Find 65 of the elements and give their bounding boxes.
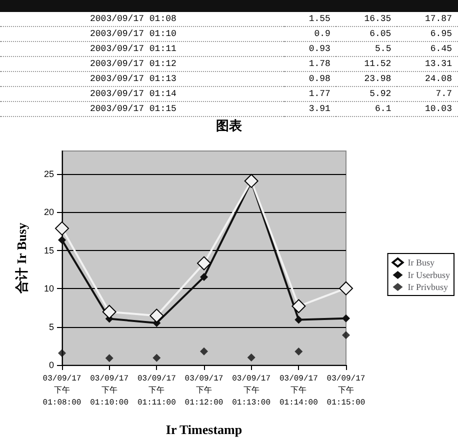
text: 6.1 <box>336 102 398 116</box>
text: 16.35 <box>336 12 398 26</box>
point <box>294 347 303 356</box>
text: 1.77 <box>284 86 336 102</box>
text: 2003/09/17 01:14 <box>0 86 284 102</box>
point <box>58 349 66 358</box>
text: 0.9 <box>284 26 336 42</box>
x-tick-label: 03/09/17 下午 01:13:00 <box>232 374 271 408</box>
text: 2003/09/17 01:13 <box>0 72 284 86</box>
legend-label: Ir Userbusy <box>408 270 450 280</box>
point <box>342 331 350 340</box>
point <box>244 174 258 188</box>
y-axis-title: 合计 Ir Busy <box>14 222 29 294</box>
legend-label: Ir Privbusy <box>408 282 449 292</box>
x-tick-label: 03/09/17 下午 01:15:00 <box>326 374 366 408</box>
y-tick-label: 25 <box>44 168 54 179</box>
y-tick-label: 20 <box>44 207 54 218</box>
point <box>200 347 208 356</box>
text: 7.7 <box>397 86 458 102</box>
point <box>105 354 114 362</box>
point <box>294 316 303 324</box>
text: 2003/09/17 01:12 <box>0 56 284 72</box>
text: 1.55 <box>284 12 336 26</box>
text: 11.52 <box>336 56 398 72</box>
x-tick-label: 03/09/17 下午 01:14:00 <box>279 374 318 408</box>
point <box>200 272 208 281</box>
chart-title: 图表 <box>216 118 243 133</box>
text: 3.91 <box>284 102 336 116</box>
text: 5.5 <box>336 42 398 56</box>
text: 6.95 <box>397 26 458 42</box>
point <box>152 354 161 362</box>
text: 6.05 <box>336 26 398 42</box>
point <box>342 314 350 322</box>
text: 24.08 <box>397 72 458 86</box>
text: 2003/09/17 01:08 <box>0 12 284 26</box>
point <box>197 256 211 270</box>
point <box>55 221 69 236</box>
point <box>247 354 256 362</box>
y-tick-label: 0 <box>48 360 54 370</box>
text: 0.93 <box>284 42 336 56</box>
x-tick-label: 03/09/17 下午 01:10:00 <box>90 374 129 408</box>
text: 2003/09/17 01:10 <box>0 26 284 42</box>
y-tick-label: 15 <box>44 245 54 256</box>
text: 1.78 <box>284 56 336 72</box>
x-axis-title: Ir Timestamp <box>166 422 242 437</box>
text: 10.03 <box>397 102 458 116</box>
text: 17.87 <box>397 12 458 26</box>
text: 6.45 <box>397 42 458 56</box>
legend-label: Ir Busy <box>408 258 436 268</box>
y-tick-label: 5 <box>48 322 54 332</box>
text: 2003/09/17 01:11 <box>0 42 284 56</box>
text: 13.31 <box>397 56 458 72</box>
text: 0.98 <box>284 72 336 86</box>
point <box>339 281 353 296</box>
y-tick-label: 10 <box>44 284 54 294</box>
x-tick-label: 03/09/17 下午 01:08:00 <box>42 374 82 408</box>
x-tick-label: 03/09/17 下午 01:11:00 <box>137 374 176 408</box>
text: 5.92 <box>336 86 398 102</box>
x-tick-label: 03/09/17 下午 01:12:00 <box>184 374 224 408</box>
text: 2003/09/17 01:15 <box>0 102 284 116</box>
point <box>292 299 306 314</box>
text: 23.98 <box>336 72 398 86</box>
point <box>150 308 164 323</box>
point <box>102 304 116 319</box>
point <box>58 236 66 244</box>
